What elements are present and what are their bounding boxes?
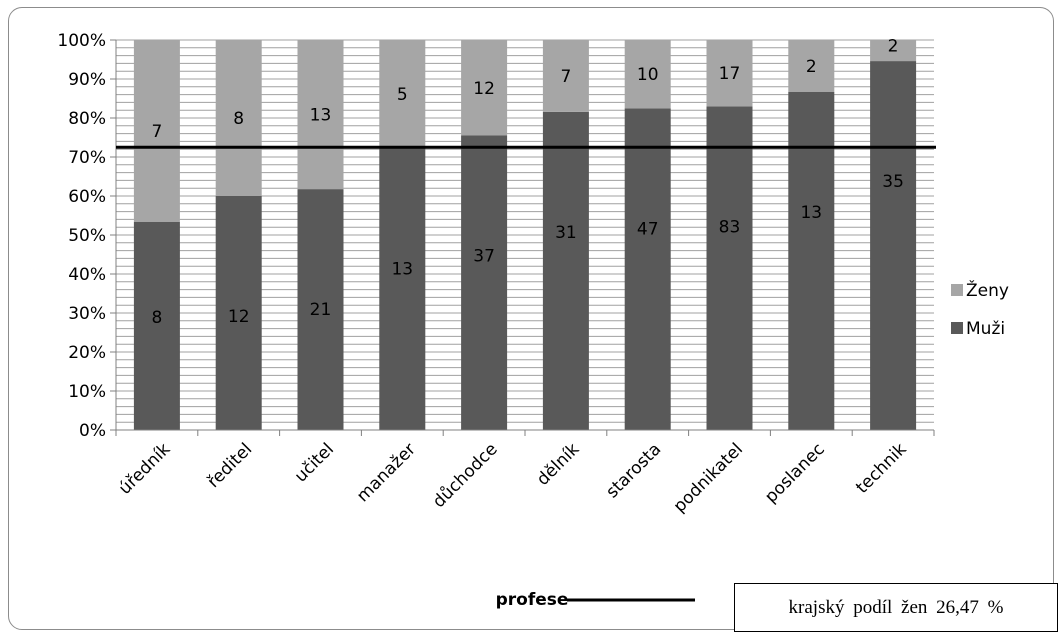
y-tick-label: 50% xyxy=(68,226,106,246)
y-tick-label: 60% xyxy=(68,187,106,207)
y-tick-label: 80% xyxy=(68,109,106,129)
data-label-muzi: 83 xyxy=(719,217,741,237)
bar-muzi xyxy=(379,148,425,430)
data-label-muzi: 35 xyxy=(882,172,904,192)
data-label-zeny: 13 xyxy=(310,106,332,126)
bar-muzi xyxy=(870,61,916,430)
reference-line-note: krajský podíl žen 26,47 % xyxy=(734,583,1058,632)
x-tick-label: dělník xyxy=(533,439,584,490)
legend-label: Muži xyxy=(966,319,1005,339)
y-tick-label: 40% xyxy=(68,265,106,285)
x-tick-label: starosta xyxy=(602,439,665,502)
data-label-zeny: 5 xyxy=(397,85,408,105)
bar-muzi xyxy=(461,136,507,430)
bar-muzi xyxy=(788,92,834,430)
data-label-zeny: 7 xyxy=(560,67,571,87)
x-axis-title: profese xyxy=(496,590,569,610)
data-label-zeny: 8 xyxy=(233,109,244,129)
y-tick-label: 70% xyxy=(68,148,106,168)
data-label-zeny: 2 xyxy=(888,36,899,56)
x-tick-label: poslanec xyxy=(761,439,829,507)
data-label-muzi: 13 xyxy=(800,203,822,223)
data-label-zeny: 10 xyxy=(637,65,659,85)
x-tick-label: úředník xyxy=(115,439,174,498)
bar-muzi xyxy=(707,106,753,430)
x-tick-label: podnikatel xyxy=(670,439,747,516)
data-label-muzi: 12 xyxy=(228,307,250,327)
legend: Ženy Muži xyxy=(951,279,1009,339)
x-tick-label: ředitel xyxy=(204,439,257,492)
data-label-zeny: 7 xyxy=(151,122,162,142)
data-label-zeny: 12 xyxy=(473,79,495,99)
data-label-muzi: 47 xyxy=(637,219,659,239)
legend-swatch xyxy=(951,322,963,334)
legend-label: Ženy xyxy=(966,279,1009,301)
x-tick-labels: úředník ředitel učitel manažer důchodce dělní… xyxy=(115,439,911,516)
bar-muzi xyxy=(543,112,589,430)
data-label-muzi: 31 xyxy=(555,223,577,243)
y-tick-label: 90% xyxy=(68,70,106,90)
legend-swatch xyxy=(951,284,963,296)
data-label-muzi: 37 xyxy=(473,247,495,267)
data-label-zeny: 2 xyxy=(806,57,817,77)
data-label-muzi: 21 xyxy=(310,300,332,320)
x-tick-label: manažer xyxy=(353,439,420,506)
y-tick-label: 20% xyxy=(68,343,106,363)
y-tick-label: 30% xyxy=(68,304,106,324)
data-label-muzi: 13 xyxy=(391,259,413,279)
data-label-muzi: 8 xyxy=(151,308,162,328)
x-tick-label: důchodce xyxy=(429,439,502,512)
bar-muzi xyxy=(625,108,671,430)
x-tick-label: technik xyxy=(852,439,911,498)
y-tick-label: 100% xyxy=(57,31,106,51)
x-tick-label: učitel xyxy=(291,439,338,486)
y-tick-label: 0% xyxy=(79,421,106,441)
data-label-zeny: 17 xyxy=(719,64,741,84)
y-tick-label: 10% xyxy=(68,382,106,402)
